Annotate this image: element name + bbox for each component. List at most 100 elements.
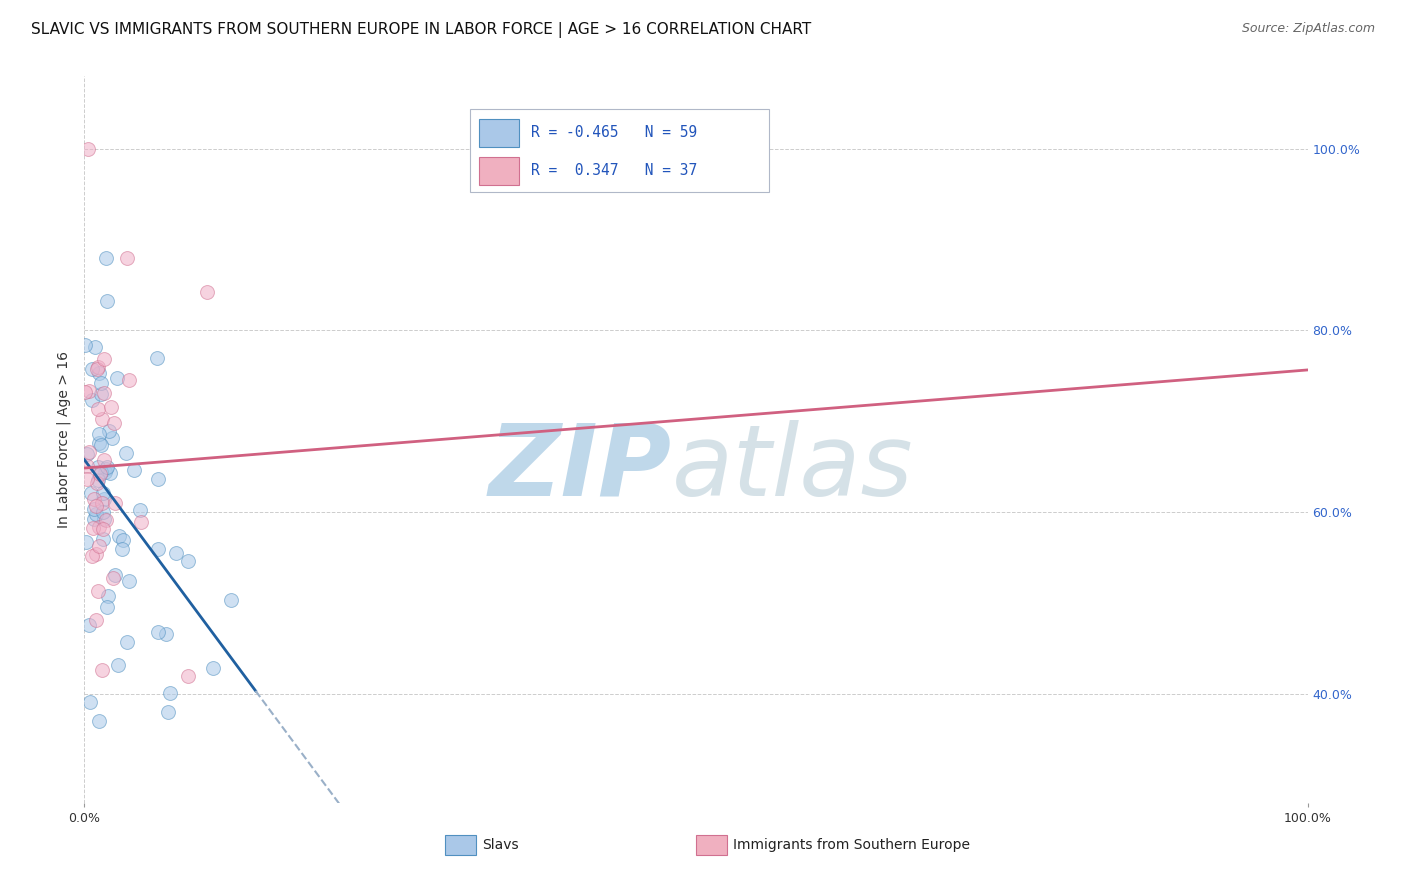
Point: [77, 618, 100, 632]
Text: R =  0.347   N = 37: R = 0.347 N = 37: [531, 163, 697, 178]
Point: [80, 362, 103, 376]
Point: [91, 522, 114, 536]
Point: [86, 476, 108, 491]
Point: [90, 387, 112, 401]
Point: [165, 546, 187, 560]
Point: [195, 285, 218, 299]
Point: [146, 351, 169, 365]
Text: R = -0.465   N = 59: R = -0.465 N = 59: [531, 125, 697, 140]
Point: [219, 592, 242, 607]
Point: [155, 626, 177, 640]
Point: [91, 496, 114, 510]
Point: [87, 427, 110, 442]
Point: [76, 447, 98, 461]
Point: [94, 514, 117, 528]
Point: [87, 436, 110, 450]
Point: [90, 465, 112, 479]
Text: Source: ZipAtlas.com: Source: ZipAtlas.com: [1241, 22, 1375, 36]
Text: SLAVIC VS IMMIGRANTS FROM SOUTHERN EUROPE IN LABOR FORCE | AGE > 16 CORRELATION : SLAVIC VS IMMIGRANTS FROM SOUTHERN EUROP…: [31, 22, 811, 38]
Point: [75, 338, 97, 352]
Point: [105, 370, 128, 384]
Point: [104, 567, 127, 582]
Point: [156, 705, 179, 719]
Point: [96, 460, 118, 475]
Point: [83, 512, 105, 526]
Point: [82, 393, 104, 408]
Text: atlas: atlas: [672, 420, 912, 516]
Point: [89, 539, 111, 553]
Point: [115, 251, 138, 265]
Point: [104, 496, 127, 510]
Point: [86, 362, 108, 376]
Text: Immigrants from Southern Europe: Immigrants from Southern Europe: [733, 838, 970, 852]
Point: [93, 512, 115, 526]
Point: [93, 386, 115, 401]
Point: [146, 472, 169, 486]
Point: [100, 400, 122, 414]
Point: [79, 445, 101, 459]
Point: [77, 141, 100, 155]
Point: [90, 438, 112, 452]
Point: [82, 521, 104, 535]
Point: [91, 663, 114, 677]
Point: [146, 542, 169, 557]
Point: [103, 416, 125, 430]
Point: [76, 458, 98, 473]
Point: [90, 376, 112, 390]
Point: [84, 613, 107, 627]
FancyBboxPatch shape: [446, 835, 475, 855]
Point: [94, 462, 117, 476]
Point: [89, 467, 111, 481]
Point: [93, 351, 115, 366]
Point: [84, 500, 107, 514]
Point: [86, 460, 108, 475]
Point: [75, 384, 97, 399]
Point: [117, 374, 139, 388]
FancyBboxPatch shape: [479, 157, 519, 185]
Point: [87, 366, 110, 380]
Text: ZIP: ZIP: [488, 420, 672, 516]
Point: [107, 657, 129, 672]
Point: [91, 412, 114, 426]
Point: [108, 529, 131, 543]
Point: [97, 589, 120, 603]
Point: [96, 599, 118, 614]
Point: [101, 571, 124, 585]
Point: [177, 554, 200, 568]
FancyBboxPatch shape: [479, 120, 519, 147]
Point: [80, 486, 103, 500]
Point: [94, 251, 117, 265]
Text: Slavs: Slavs: [482, 838, 519, 852]
Point: [122, 463, 145, 477]
Point: [91, 533, 114, 547]
Point: [87, 401, 110, 416]
Point: [101, 431, 124, 445]
Point: [118, 574, 141, 589]
Point: [129, 503, 152, 517]
Point: [83, 340, 105, 354]
Point: [201, 661, 224, 675]
Point: [83, 492, 105, 507]
Point: [87, 714, 110, 728]
Point: [87, 473, 110, 487]
Point: [177, 668, 200, 682]
Point: [87, 520, 110, 534]
FancyBboxPatch shape: [696, 835, 727, 855]
Point: [77, 384, 100, 398]
Point: [87, 360, 110, 375]
Point: [87, 584, 110, 599]
Point: [114, 446, 136, 460]
Point: [111, 542, 134, 557]
Point: [115, 635, 138, 649]
Point: [93, 453, 115, 467]
Point: [93, 491, 115, 506]
Point: [129, 515, 152, 529]
Point: [84, 547, 107, 561]
Point: [97, 424, 120, 438]
Point: [76, 472, 98, 486]
Point: [98, 466, 121, 480]
Point: [84, 507, 107, 521]
Point: [91, 505, 114, 519]
Point: [79, 696, 101, 710]
FancyBboxPatch shape: [470, 109, 769, 192]
